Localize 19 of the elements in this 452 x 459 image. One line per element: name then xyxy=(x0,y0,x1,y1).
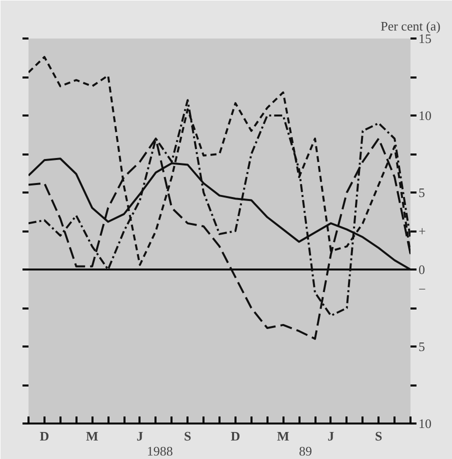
x-tick-label: D xyxy=(40,428,50,444)
y-tick-label: 10 xyxy=(418,108,432,123)
text: + xyxy=(418,224,426,238)
y-tick-label: 15 xyxy=(418,31,432,46)
x-tick-label: M xyxy=(86,428,98,444)
y-tick-label: 5 xyxy=(418,339,425,354)
y-tick-label: 5 xyxy=(418,185,425,200)
y-tick-label: 0 xyxy=(418,262,425,277)
y-tick-label: 10 xyxy=(418,416,432,431)
x-tick-label: S xyxy=(375,428,382,444)
x-tick-label: J xyxy=(328,428,335,444)
y-axis-title: Per cent (a) xyxy=(380,18,441,34)
x-tick-label: S xyxy=(184,428,192,444)
text: − xyxy=(418,281,426,296)
text: 1988 xyxy=(146,444,173,458)
x-tick-label: D xyxy=(230,428,240,444)
x-tick-label: M xyxy=(277,428,290,444)
x-tick-label: J xyxy=(136,428,144,444)
text: 89 xyxy=(298,444,312,458)
